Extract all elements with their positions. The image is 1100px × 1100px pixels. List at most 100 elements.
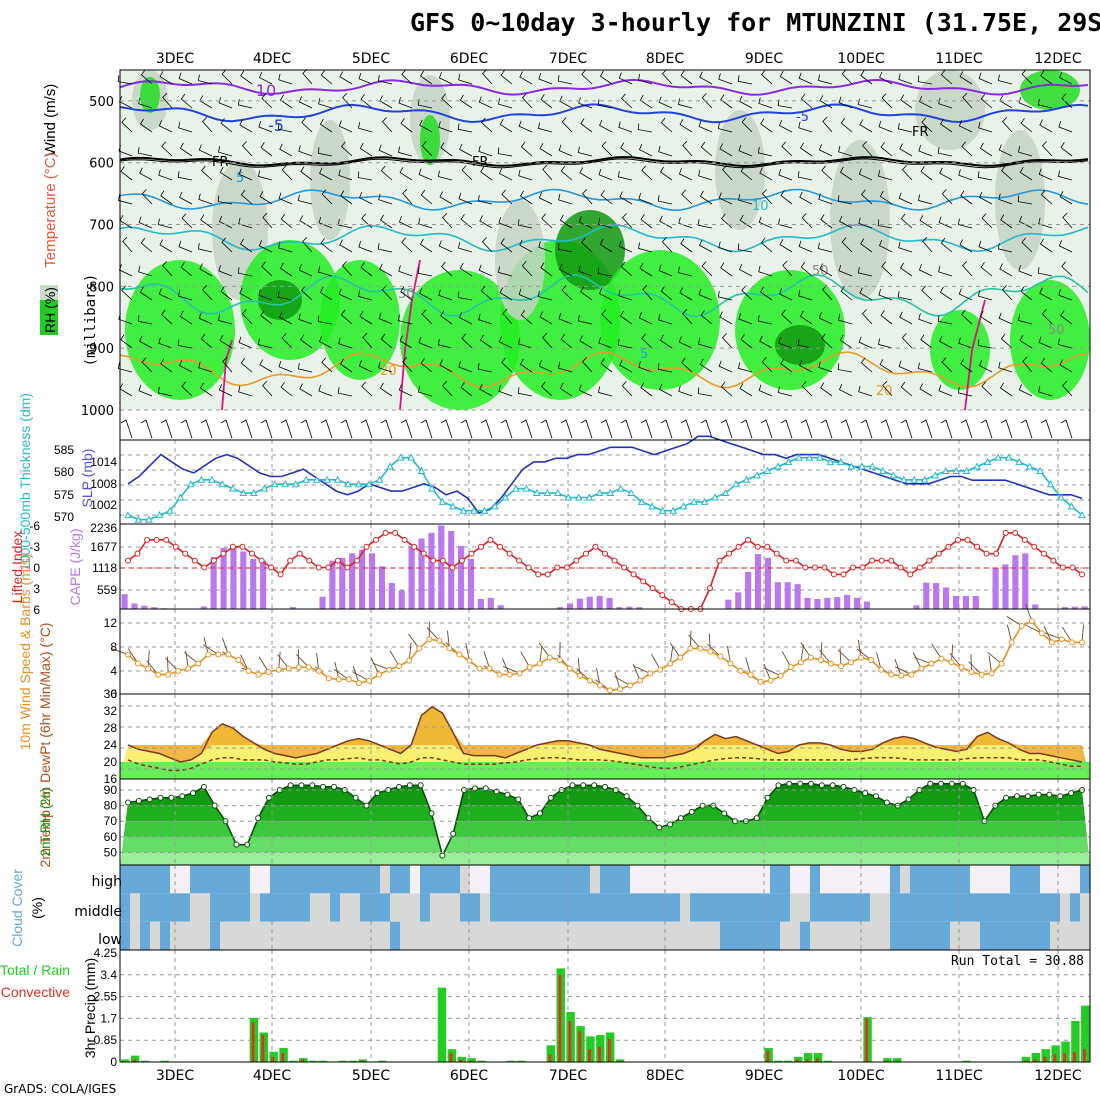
wind-speed-line-point xyxy=(657,666,664,673)
wind-barb xyxy=(680,419,693,439)
wind-barb xyxy=(538,360,553,373)
wind-tick-label: 8 xyxy=(110,640,117,654)
rh-shade-region xyxy=(125,260,235,400)
wind-barb xyxy=(479,383,493,397)
wind-speed-line-point xyxy=(165,671,172,678)
lifted-index-line-point xyxy=(344,564,351,571)
cape-bar xyxy=(576,598,583,609)
thickness-line-point xyxy=(533,489,541,497)
wind-barb xyxy=(840,117,853,133)
wind-barb xyxy=(497,147,513,157)
wind-barb xyxy=(339,71,353,85)
cloud-cell-low xyxy=(260,921,271,950)
wind-barb xyxy=(261,261,273,277)
wind-barb xyxy=(439,359,453,373)
lifted-index-line-point xyxy=(840,571,847,578)
wind-barb xyxy=(678,98,693,109)
cloud-cell-high xyxy=(400,865,411,894)
wind-speed-line-point xyxy=(767,677,774,684)
wind-barb xyxy=(681,357,693,373)
cloud-cell-middle xyxy=(910,893,921,922)
cape-bar xyxy=(962,596,969,609)
cloud-cell-high xyxy=(120,865,131,894)
wind-speed-line-point xyxy=(596,682,603,689)
wind-barb xyxy=(878,289,893,301)
wind-barb xyxy=(878,170,893,181)
wind-barb xyxy=(198,144,213,157)
lifted-index-line-point xyxy=(516,557,523,564)
wind-barb xyxy=(918,95,933,109)
cloud-cell-low xyxy=(810,921,821,950)
wind-barb xyxy=(399,335,413,349)
wind-speed-line-point xyxy=(506,671,513,678)
lifted-index-line-point xyxy=(1079,571,1085,578)
wind-barb xyxy=(639,94,653,109)
wind-barb xyxy=(278,73,293,85)
wind-barb xyxy=(319,167,333,181)
rh2m-tick-label: 70 xyxy=(104,814,118,828)
cloud-cell-middle xyxy=(490,893,501,922)
wind-barb xyxy=(780,190,793,205)
wind-barb xyxy=(799,310,813,325)
precip-total-bar xyxy=(1021,1056,1031,1062)
cape-bar xyxy=(250,558,257,609)
wind-speed-line-point xyxy=(928,660,935,667)
wind-barb xyxy=(580,118,593,133)
rh2m-line-point xyxy=(396,783,403,790)
wind-barb xyxy=(840,419,853,439)
wind-barb xyxy=(161,141,173,157)
rh-shade-region xyxy=(495,200,545,320)
cloud-cell-middle xyxy=(470,893,481,922)
wind-barb xyxy=(660,285,673,301)
thickness-line-point xyxy=(260,484,269,492)
cloud-cell-middle xyxy=(190,893,201,922)
wind-speed-line-point xyxy=(637,677,644,684)
cloud-cell-middle xyxy=(480,893,491,922)
wind-speed-line-point xyxy=(948,659,955,666)
date-tick-top: 9DEC xyxy=(745,51,784,67)
wind-barb xyxy=(838,264,853,277)
cloud-cell-low xyxy=(820,921,831,950)
wind-barb xyxy=(1040,419,1053,439)
wind-barb xyxy=(1018,146,1033,157)
wind-barb xyxy=(419,287,433,301)
rh2m-line-point xyxy=(602,783,608,790)
wind-barb xyxy=(278,192,293,205)
wind-speed-line-point xyxy=(205,651,212,658)
cloud-cell-middle xyxy=(330,893,341,922)
cape-bar xyxy=(606,597,613,609)
wind-barb xyxy=(218,96,233,109)
precip-total-bar xyxy=(348,1060,358,1062)
wind-barb xyxy=(700,141,713,157)
rh2m-line-point xyxy=(125,799,131,806)
cloud-cell-middle xyxy=(800,893,811,922)
precip-convective-bar xyxy=(558,974,562,1062)
cloud-cell-low xyxy=(140,921,151,950)
cloud-cell-middle xyxy=(290,893,301,922)
cloud-cell-low xyxy=(980,921,991,950)
cloud-cell-middle xyxy=(410,893,421,922)
wind-barb xyxy=(277,291,293,301)
lifted-index-line-point xyxy=(621,564,628,571)
thickness-line-point xyxy=(585,493,594,501)
thickness-line-point xyxy=(239,489,248,497)
precip-axis-label: 3hr Precip (mm) xyxy=(82,958,98,1058)
wind-barb xyxy=(118,264,133,277)
cloud-cell-high xyxy=(1000,865,1011,894)
wind-barb xyxy=(939,118,953,133)
lifted-index-line-point xyxy=(888,557,895,564)
wind-barb xyxy=(817,242,833,253)
cloud-cell-middle xyxy=(430,893,441,922)
wind-barb xyxy=(860,419,873,439)
wind-barb xyxy=(179,191,193,205)
wind-barb-10m xyxy=(426,627,440,641)
wind-barb xyxy=(737,75,753,85)
cloud-cell-middle xyxy=(420,893,431,922)
lifted-index-line-point xyxy=(430,557,437,564)
wind-barb xyxy=(561,117,573,133)
wind-speed-line-point xyxy=(647,670,654,677)
cape-bar xyxy=(349,553,356,609)
wind-barb xyxy=(458,361,473,373)
wind-barb xyxy=(1017,195,1033,205)
wind-barb xyxy=(801,381,813,397)
